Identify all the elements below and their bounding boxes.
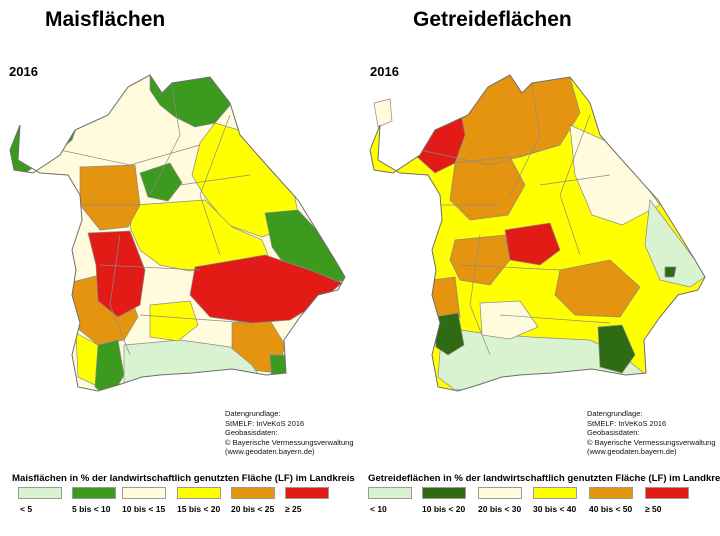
grain-legend-swatch-4 (589, 487, 633, 499)
maize-region-w-red (87, 230, 146, 318)
grain-panel: Getreideflächen 2016 (360, 0, 720, 536)
maize-credit-line: Geobasisdaten: (225, 428, 278, 438)
maize-legend-swatch-3 (177, 487, 221, 499)
grain-legend-swatch-0 (368, 487, 412, 499)
grain-legend-swatch-1 (422, 487, 466, 499)
grain-legend-label-3: 30 bis < 40 (533, 504, 577, 514)
grain-year-label: 2016 (370, 64, 399, 79)
maize-legend-swatch-4 (231, 487, 275, 499)
grain-region-se-orange (554, 259, 641, 318)
grain-legend-label-5: ≥ 50 (645, 504, 662, 514)
grain-credits: Datengrundlage: StMELF: InVeKoS 2016 Geo… (587, 409, 716, 457)
maize-panel: Maisflächen 2016 (9, 8, 355, 514)
grain-credit-line: StMELF: InVeKoS 2016 (587, 418, 667, 428)
grain-legend-label-0: < 10 (370, 504, 387, 514)
grain-legend-label-1: 10 bis < 20 (422, 504, 466, 514)
maize-legend-label-0: < 5 (20, 504, 33, 514)
maize-credit-line: Datengrundlage: (225, 409, 281, 418)
maize-year-label: 2016 (9, 64, 38, 79)
maize-region-munich-yellow (149, 300, 199, 342)
grain-credit-line: Geobasisdaten: (587, 428, 640, 438)
grain-region-s-light (479, 300, 539, 340)
maize-legend-title: Maisflächen in % der landwirtschaftlich … (12, 473, 355, 484)
maize-legend-label-5: ≥ 25 (285, 504, 302, 514)
maize-legend-label-1: 5 bis < 10 (72, 504, 111, 514)
maize-legend-swatch-1 (72, 487, 116, 499)
grain-legend-title: Getreideflächen in % der landwirtschaftl… (368, 473, 720, 484)
grain-credit-line: © Bayerische Vermessungsverwaltung (587, 437, 716, 447)
grain-legend-label-4: 40 bis < 50 (589, 504, 633, 514)
grain-map-title: Getreideflächen (413, 8, 572, 31)
grain-region-cs-orange (449, 234, 511, 286)
maize-credit-line: (www.geodaten.bayern.de) (225, 447, 315, 457)
maize-region-se-green (269, 354, 293, 386)
maize-map-title: Maisflächen (45, 8, 166, 31)
grain-region-e-darkgreen (664, 266, 677, 278)
grain-bavaria-map (369, 74, 706, 392)
maize-credits: Datengrundlage: StMELF: InVeKoS 2016 Geo… (225, 409, 354, 457)
maize-legend-label-2: 10 bis < 15 (122, 504, 166, 514)
maize-bavaria-map (9, 74, 346, 392)
grain-credit-line: (www.geodaten.bayern.de) (587, 447, 677, 457)
grain-legend-swatch-2 (478, 487, 522, 499)
grain-region-c-orange (449, 156, 526, 221)
grain-credit-line: Datengrundlage: (587, 409, 643, 418)
maize-credit-line: © Bayerische Vermessungsverwaltung (225, 437, 354, 447)
maize-legend-label-4: 20 bis < 25 (231, 504, 275, 514)
maize-legend-swatch-5 (285, 487, 329, 499)
maize-credit-line: StMELF: InVeKoS 2016 (225, 418, 305, 428)
grain-legend-swatch-3 (533, 487, 577, 499)
grain-legend-label-2: 20 bis < 30 (478, 504, 522, 514)
maize-legend-label-3: 15 bis < 20 (177, 504, 221, 514)
maize-legend-swatch-0 (18, 487, 62, 499)
grain-region-nw-island (373, 98, 393, 128)
maize-legend-swatch-2 (122, 487, 166, 499)
grain-legend-swatch-5 (645, 487, 689, 499)
grain-region-se-darkgreen (597, 324, 636, 374)
